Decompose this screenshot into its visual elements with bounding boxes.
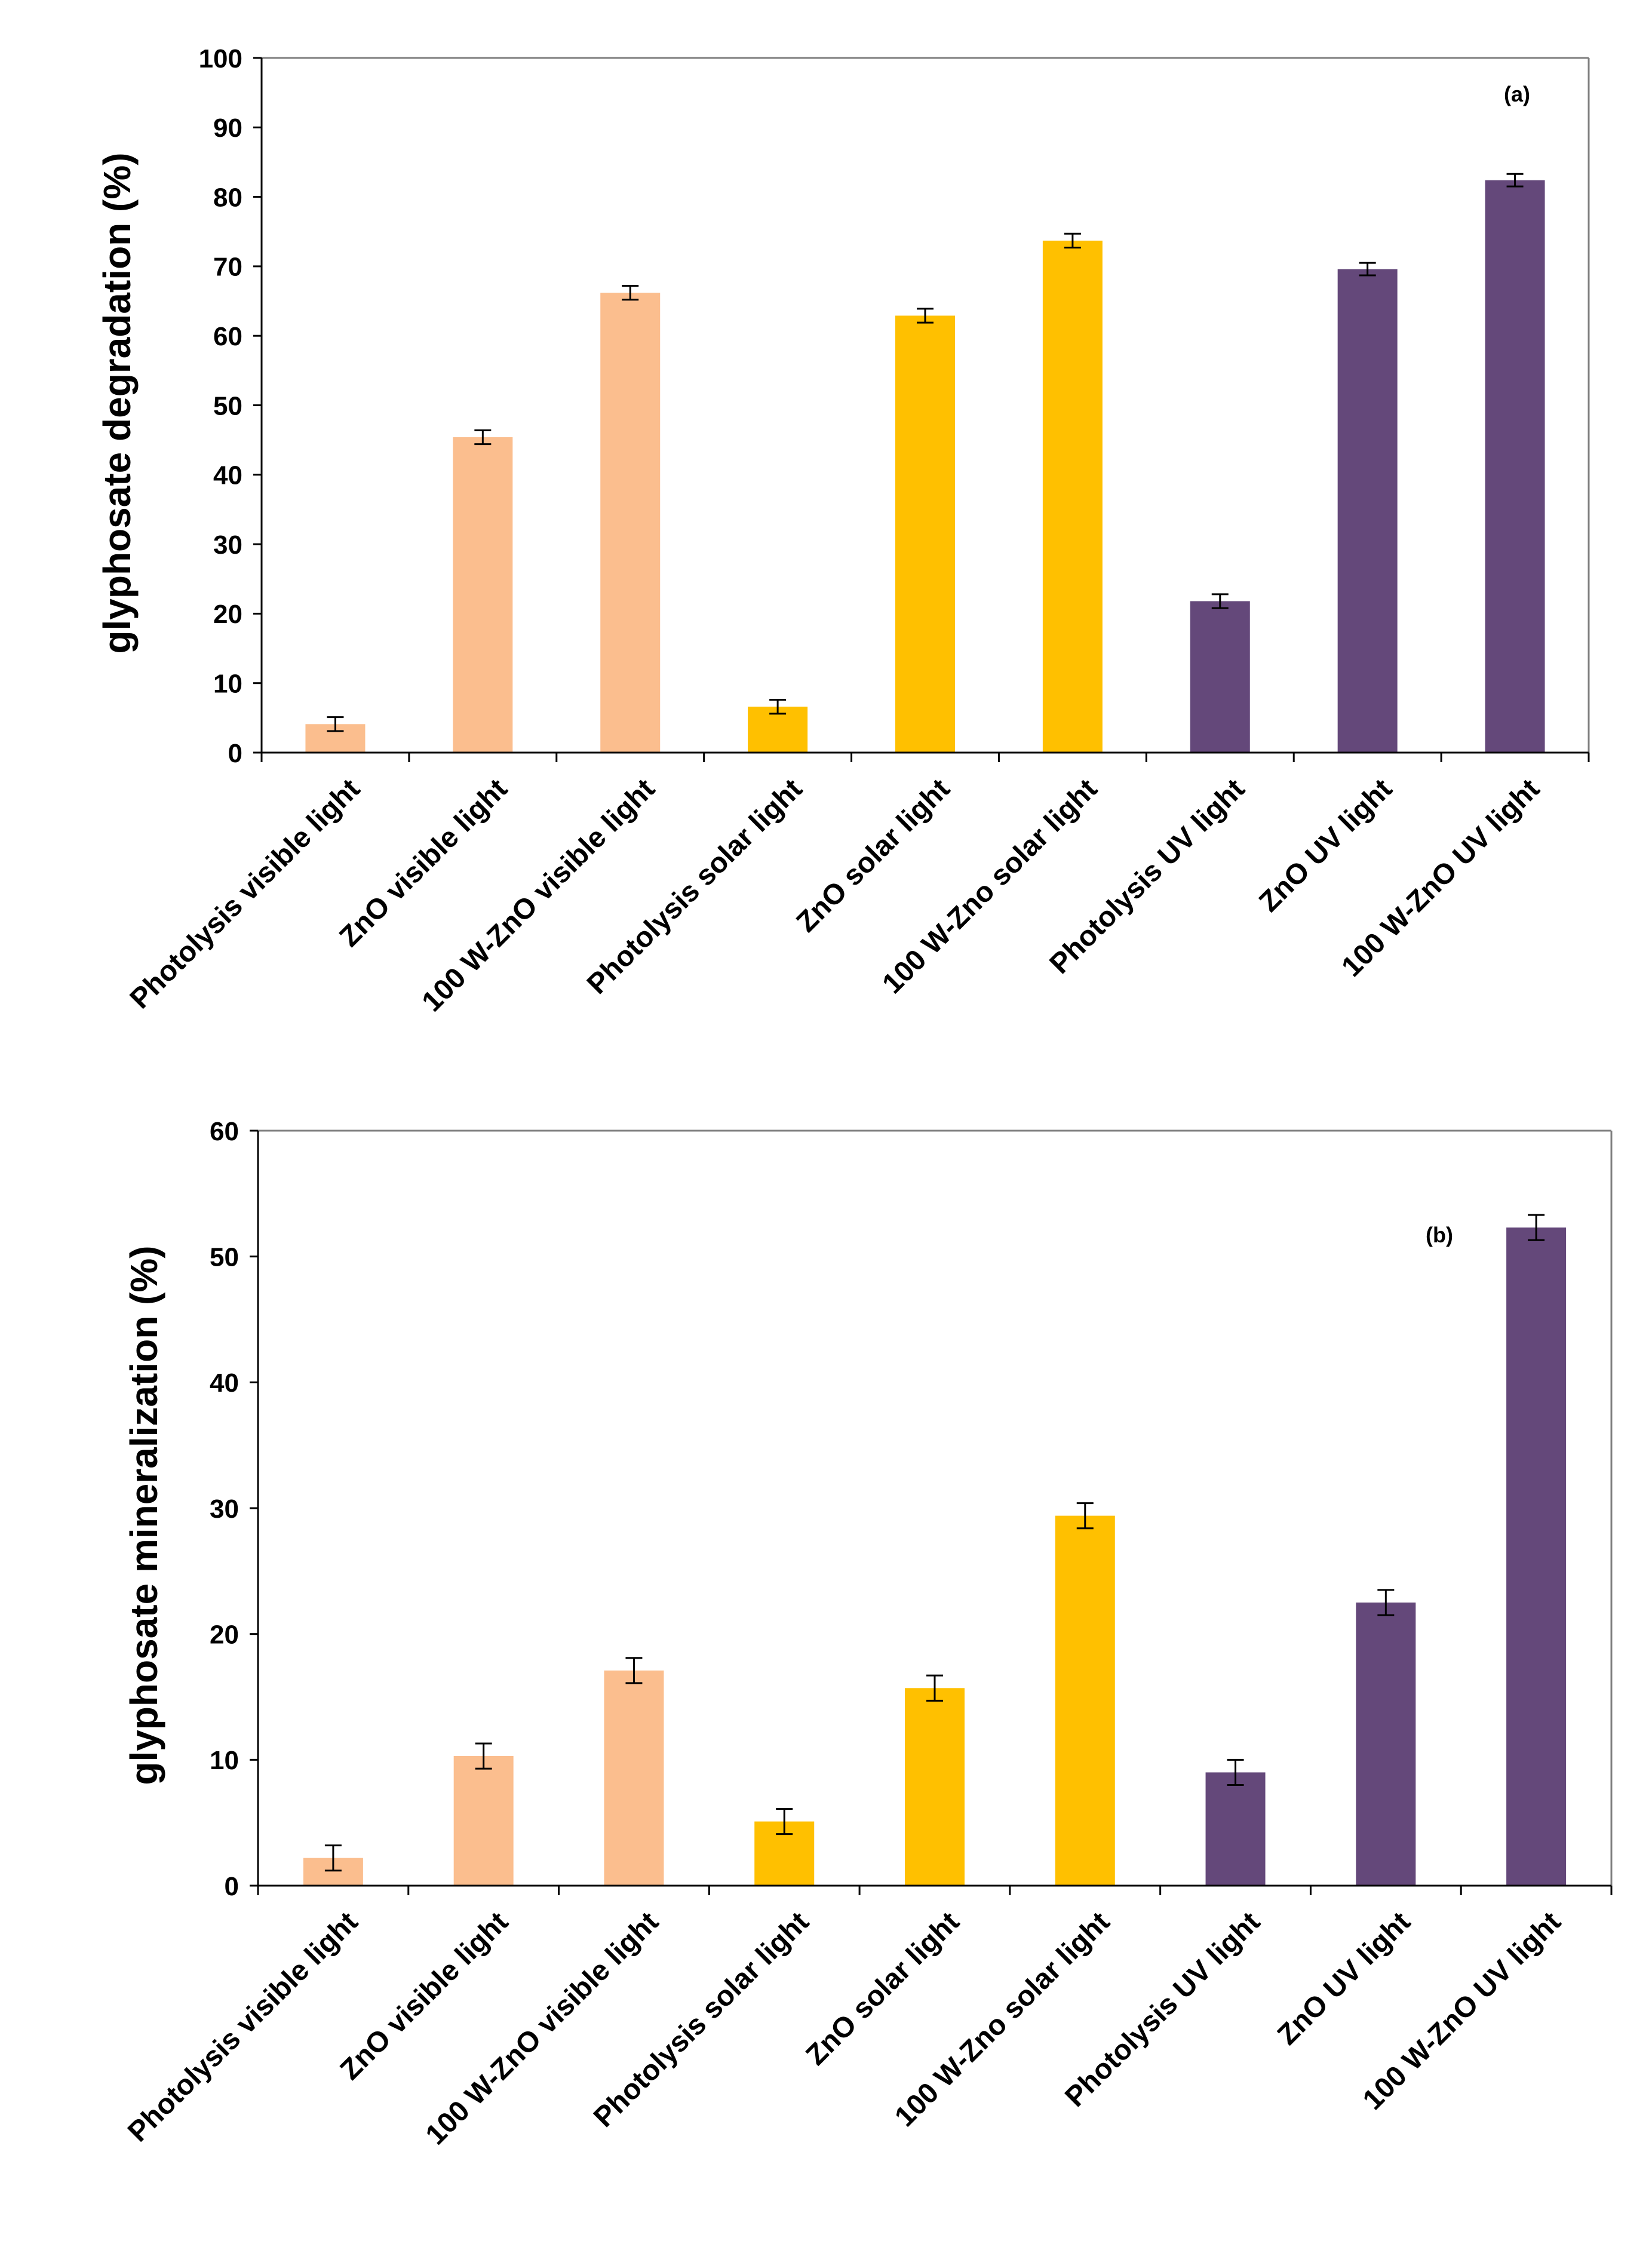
panel-a-y-tick-label: 60 [213,322,242,351]
panel-b-y-tick-label: 20 [210,1620,239,1650]
panel-a-y-tick-label: 100 [199,44,242,73]
panel-a-y-tick-label: 0 [228,739,242,768]
panel-b-bar [604,1670,664,1886]
panel-b-label: (b) [1426,1223,1453,1247]
panel-b-bar [453,1756,514,1886]
panel-a-y-tick-label: 10 [213,670,242,699]
panel-a-y-axis-label: glyphosate degradation (%) [96,152,139,653]
panel-a-bar [1485,180,1545,753]
panel-a-y-tick-label: 40 [213,461,242,490]
panel-a-bar [895,315,955,753]
panel-b-y-tick-label: 60 [210,1117,239,1146]
panel-a-y-tick-label: 50 [213,391,242,420]
panel-a-y-tick-label: 70 [213,253,242,282]
panel-a-bar [600,293,661,753]
panel-b-bar [1356,1603,1416,1886]
panel-b-y-tick-label: 50 [210,1243,239,1272]
panel-b-y-tick-label: 30 [210,1494,239,1524]
panel-b-y-tick-label: 10 [210,1746,239,1775]
panel-b-y-tick-label: 40 [210,1368,239,1398]
panel-b-bar [905,1688,965,1886]
panel-a-y-tick-label: 30 [213,530,242,560]
panel-b-y-tick-label: 0 [225,1872,239,1901]
panel-a-label: (a) [1504,82,1530,106]
panel-a-bar [1190,601,1250,753]
panel-b-bar [1506,1227,1567,1886]
panel-a-y-tick-label: 20 [213,600,242,629]
panel-a-bar [1042,240,1103,753]
panel-b-y-axis-label: glyphosate mineralization (%) [122,1245,165,1785]
panel-b-bar [1205,1772,1266,1886]
panel-a-y-tick-label: 90 [213,113,242,143]
panel-a-bar [453,437,513,753]
panel-a-bar [1337,269,1398,753]
panel-b-bar [1055,1515,1115,1886]
panel-a-y-tick-label: 80 [213,183,242,212]
